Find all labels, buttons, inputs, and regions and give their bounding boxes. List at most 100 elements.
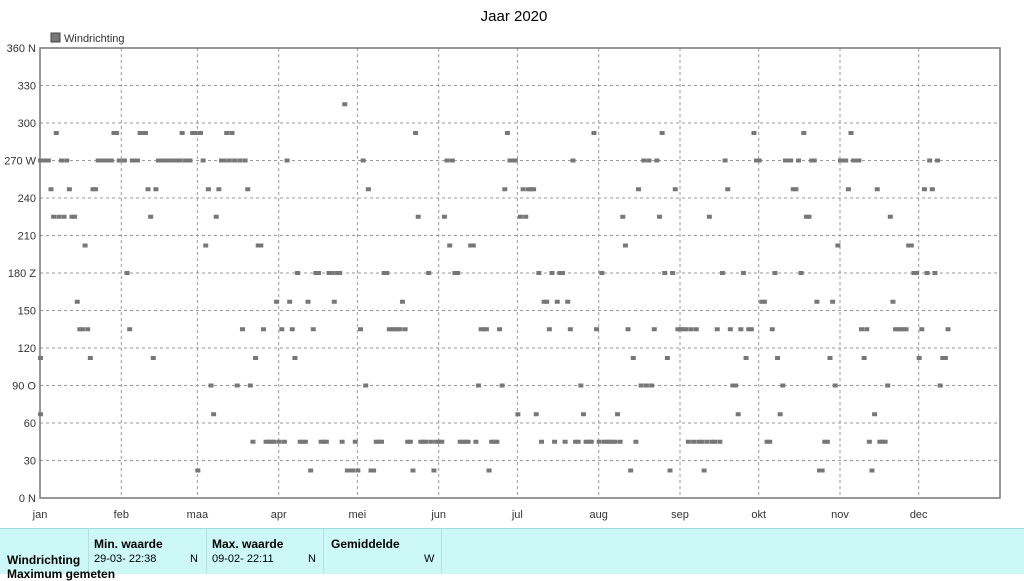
data-point xyxy=(882,439,888,444)
data-point xyxy=(908,243,914,248)
data-point xyxy=(211,412,217,417)
data-point xyxy=(339,439,345,444)
data-point xyxy=(630,356,636,360)
data-point xyxy=(45,158,51,163)
data-point xyxy=(887,214,893,219)
data-point xyxy=(861,356,867,360)
data-point xyxy=(541,299,547,304)
row-label-column xyxy=(0,529,89,574)
data-point xyxy=(237,158,243,163)
data-point xyxy=(504,131,510,135)
data-point xyxy=(460,439,466,444)
data-point xyxy=(942,356,948,360)
data-point xyxy=(685,439,691,444)
data-point xyxy=(98,158,104,163)
data-point xyxy=(368,468,374,473)
data-point xyxy=(352,439,358,444)
min-header: Min. waarde xyxy=(94,537,163,551)
data-point xyxy=(213,214,219,219)
x-tick-label: dec xyxy=(910,509,928,521)
data-point xyxy=(140,131,146,135)
x-tick-label: jun xyxy=(430,509,446,521)
data-point xyxy=(544,299,550,304)
x-tick-label: jul xyxy=(511,509,523,521)
min-value: 29-03- 22:38 xyxy=(94,553,157,565)
data-point xyxy=(864,327,870,332)
data-point xyxy=(573,439,579,444)
data-point xyxy=(161,158,167,163)
data-point xyxy=(628,468,634,473)
data-point xyxy=(347,468,353,473)
data-point xyxy=(287,299,293,304)
data-point xyxy=(620,214,626,219)
data-point xyxy=(457,439,463,444)
data-point xyxy=(428,439,434,444)
data-point xyxy=(756,158,762,163)
data-point xyxy=(72,214,78,219)
data-point xyxy=(226,158,232,163)
data-point xyxy=(481,327,487,332)
data-point xyxy=(518,214,523,219)
data-point xyxy=(494,439,500,444)
data-point xyxy=(171,158,177,163)
data-point xyxy=(363,383,369,388)
y-tick-label: 90 O xyxy=(12,381,36,393)
data-point xyxy=(617,439,623,444)
data-point xyxy=(271,439,277,444)
x-tick-label: feb xyxy=(114,509,129,521)
data-point xyxy=(323,439,329,444)
data-point xyxy=(124,271,130,275)
data-point xyxy=(538,439,544,444)
data-point xyxy=(727,327,733,332)
data-point xyxy=(242,158,248,163)
data-point xyxy=(929,187,935,192)
data-point xyxy=(830,299,836,304)
y-tick-label: 210 xyxy=(18,231,36,243)
data-point xyxy=(670,271,676,275)
data-point xyxy=(200,158,206,163)
data-point xyxy=(625,327,631,332)
data-point xyxy=(748,327,754,332)
data-point xyxy=(135,158,141,163)
y-tick-label: 270 W xyxy=(4,156,36,168)
data-point xyxy=(633,439,639,444)
data-point xyxy=(599,271,605,275)
data-point xyxy=(289,327,295,332)
data-point xyxy=(394,327,400,332)
data-point xyxy=(515,412,521,417)
statistics-panel: Windrichting Maximum gemeten Min. waarde… xyxy=(0,528,1024,581)
data-point xyxy=(754,158,760,163)
data-point xyxy=(612,439,618,444)
x-tick-label: maa xyxy=(187,509,209,521)
data-point xyxy=(166,158,172,163)
data-point xyxy=(858,327,864,332)
data-point xyxy=(486,468,492,473)
data-point xyxy=(735,412,741,417)
data-point xyxy=(114,131,120,135)
data-point xyxy=(525,187,531,192)
data-point xyxy=(510,158,516,163)
data-point xyxy=(824,439,830,444)
data-point xyxy=(232,158,238,163)
data-point xyxy=(329,271,335,275)
data-point xyxy=(924,271,930,275)
data-point xyxy=(567,327,573,332)
data-point xyxy=(919,327,925,332)
data-point xyxy=(302,439,308,444)
data-point xyxy=(507,158,513,163)
x-tick-label: sep xyxy=(671,509,689,521)
data-point xyxy=(856,158,862,163)
data-point xyxy=(410,468,416,473)
data-point xyxy=(203,243,209,248)
data-point xyxy=(331,299,337,304)
data-point xyxy=(103,158,109,163)
data-point xyxy=(893,327,899,332)
data-point xyxy=(263,439,269,444)
data-point xyxy=(491,439,497,444)
data-point xyxy=(462,439,468,444)
data-point xyxy=(743,356,749,360)
data-point xyxy=(822,439,828,444)
data-point xyxy=(190,131,196,135)
data-point xyxy=(777,412,783,417)
data-point xyxy=(546,327,552,332)
